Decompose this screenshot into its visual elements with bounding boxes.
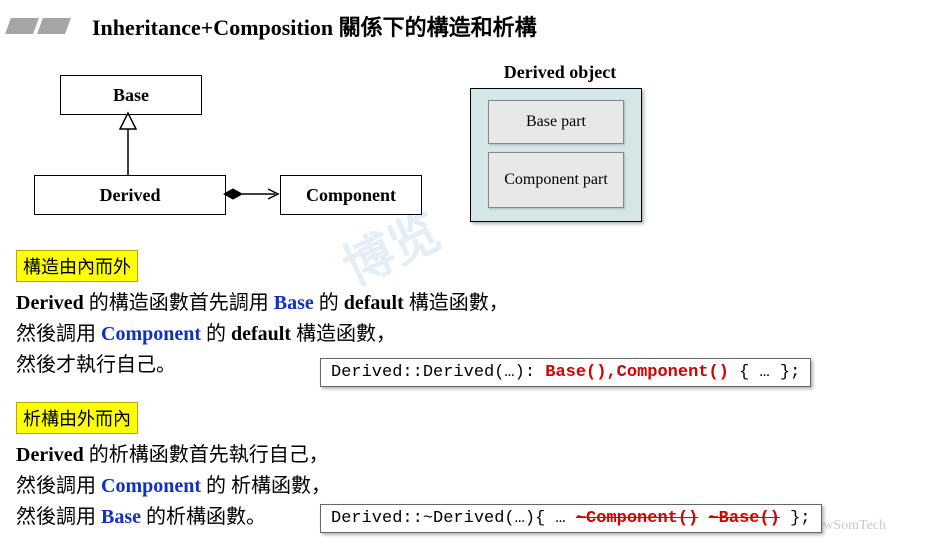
section1-code: Derived::Derived(…): Base(),Component() … (320, 358, 811, 387)
s2-l2-c: 的 析構函數， (206, 475, 331, 497)
section2-heading-wrap: 析構由外而內 (16, 402, 138, 434)
s1-l2-b: Component (101, 323, 206, 345)
uml-base-box: Base (60, 75, 202, 115)
object-component-part-label: Component part (504, 171, 608, 189)
uml-derived-box: Derived (34, 175, 226, 215)
section2-code: Derived::~Derived(…){ … ~Component() ~Ba… (320, 504, 822, 533)
uml-component-label: Component (306, 185, 396, 206)
uml-component-box: Component (280, 175, 422, 215)
section1-heading-wrap: 構造由內而外 (16, 250, 138, 282)
title-arrow-2 (37, 18, 71, 34)
object-component-part: Component part (488, 152, 624, 208)
s1-l2-e: 構造函數， (296, 323, 396, 345)
s1-code-pre: Derived::Derived(…): (331, 363, 545, 382)
s1-l2-d: default (231, 323, 296, 345)
s1-l3: 然後才執行自己。 (16, 354, 176, 376)
s2-l1-a: Derived (16, 444, 89, 466)
s2-l3-b: Base (101, 506, 146, 528)
s1-code-red: Base(),Component() (545, 363, 729, 382)
object-base-part-label: Base part (526, 113, 586, 131)
s2-code-red1: ~Component() (576, 509, 698, 528)
object-base-part: Base part (488, 100, 624, 144)
title-bar: Inheritance+Composition 關係下的構造和析構 (8, 10, 537, 42)
section2-heading: 析構由外而內 (16, 402, 138, 434)
page-title: Inheritance+Composition 關係下的構造和析構 (92, 10, 537, 42)
s2-l3-a: 然後調用 (16, 506, 101, 528)
title-arrow-1 (5, 18, 39, 34)
s2-code-red2: ~Base() (708, 509, 779, 528)
uml-base-label: Base (113, 85, 149, 106)
s1-code-post: { … }; (729, 363, 800, 382)
s1-l1-d: 的 (319, 292, 344, 314)
s2-l2-b: Component (101, 475, 206, 497)
s1-l1-a: Derived (16, 292, 89, 314)
object-title: Derived object (490, 62, 630, 83)
s1-l1-f: 構造函數， (409, 292, 509, 314)
s1-l1-c: Base (274, 292, 319, 314)
section1-heading: 構造由內而外 (16, 250, 138, 282)
s1-l1-e: default (344, 292, 409, 314)
s2-code-mid (698, 509, 708, 528)
s2-code-pre: Derived::~Derived(…){ … (331, 509, 576, 528)
s1-l2-c: 的 (206, 323, 231, 345)
s1-l1-b: 的構造函數首先調用 (89, 292, 274, 314)
s2-l2-a: 然後調用 (16, 475, 101, 497)
uml-derived-label: Derived (100, 185, 161, 206)
s1-l2-a: 然後調用 (16, 323, 101, 345)
s2-l3-c: 的析構函數。 (146, 506, 266, 528)
s2-code-post: }; (780, 509, 811, 528)
s2-l1-b: 的析構函數首先執行自己， (89, 444, 329, 466)
